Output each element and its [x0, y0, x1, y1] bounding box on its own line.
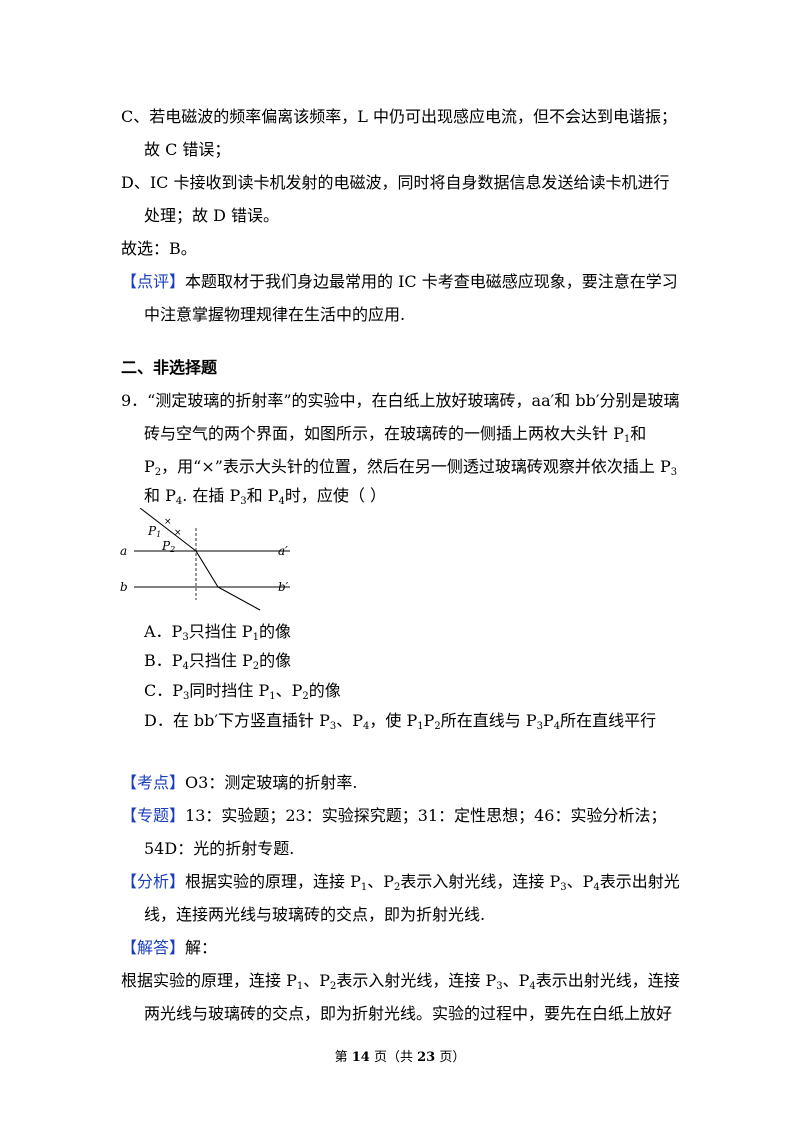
comment-text1: 本题取材于我们身边最常用的 IC 卡考查电磁感应现象，要注意在学习: [185, 272, 678, 291]
comment-line2: 中注意掌握物理规律在生活中的应用.: [144, 305, 406, 324]
q9-l3b: ，用“×”表示大头针的位置，然后在另一侧透过玻璃砖观察并依次插上 P: [161, 457, 671, 476]
label-b: b: [120, 580, 128, 594]
refraction-diagram: × × P1 P2 a a′ b b′: [120, 508, 290, 611]
q9-line1: 9．“测定玻璃的折射率”的实验中，在白纸上放好玻璃砖，aa′和 bb′分别是玻璃: [121, 391, 680, 410]
q9-line2: 砖与空气的两个界面，如图所示，在玻璃砖的一侧插上两枚大头针 P1和: [144, 424, 647, 445]
fenxi-line1: 【分析】根据实验的原理，连接 P1、P2表示入射光线，连接 P3、P4表示出射光: [121, 872, 680, 893]
jieda-line: 【解答】解：: [121, 938, 217, 958]
option-a: A．P3只挡住 P1的像: [144, 622, 291, 643]
q9-l4d: 时，应使（ ）: [284, 486, 386, 505]
kaodian-text: O3：测定玻璃的折射率.: [185, 773, 358, 792]
sub: 1: [623, 434, 631, 445]
answer-line1: 根据实验的原理，连接 P1、P2表示入射光线，连接 P3、P4表示出射光线，连接: [121, 971, 680, 992]
q9-l2a: 砖与空气的两个界面，如图所示，在玻璃砖的一侧插上两枚大头针 P: [144, 424, 624, 443]
label-a-prime: a′: [278, 544, 288, 558]
section-title: 二、非选择题: [121, 358, 218, 377]
pin-p1-mark: ×: [164, 517, 172, 527]
fenxi-tag: 【分析】: [121, 872, 186, 891]
label-b-prime: b′: [278, 580, 289, 594]
comment-tag: 【点评】: [121, 272, 186, 291]
label-a: a: [120, 544, 127, 558]
answer-line2: 两光线与玻璃砖的交点，即为折射光线。实验的过程中，要先在白纸上放好: [144, 1004, 673, 1023]
option-d-line2: 处理；故 D 错误。: [144, 206, 280, 225]
jieda-text: 解：: [185, 938, 218, 957]
zhuanti-tag: 【专题】: [121, 806, 186, 825]
refracted-ray: [195, 550, 219, 588]
q9-l3a: P: [144, 457, 155, 476]
q9-l2b: 和: [630, 424, 647, 443]
sub: 4: [175, 496, 183, 507]
zhuanti-line2: 54D：光的折射专题.: [144, 839, 295, 858]
page-number: 14: [351, 1050, 370, 1065]
q9-line4: 和 P4. 在插 P3和 P4时，应使（ ）: [144, 486, 386, 507]
fenxi-line2: 线，连接两光线与玻璃砖的交点，即为折射光线.: [144, 905, 486, 924]
label-p1: P1: [147, 524, 161, 539]
sub: 3: [240, 496, 247, 507]
q9-l4a: 和 P: [144, 486, 176, 505]
q9-l4b: . 在插 P: [182, 486, 241, 505]
jieda-tag: 【解答】: [121, 938, 186, 957]
option-c: C．P3同时挡住 P1、P2的像: [144, 681, 341, 702]
q9-l4c: 和 P: [246, 486, 279, 505]
option-c-line2: 故 C 错误；: [144, 140, 231, 159]
pin-p2-mark: ×: [174, 528, 182, 538]
sub: 3: [670, 467, 678, 478]
total-pages: 23: [417, 1050, 436, 1065]
q9-line3: P2，用“×”表示大头针的位置，然后在另一侧透过玻璃砖观察并依次插上 P3: [144, 457, 678, 478]
zhuanti-text1: 13：实验题；23：实验探究题；31：定性思想；46：实验分析法；: [185, 806, 667, 825]
option-c-line1: C、若电磁波的频率偏离该频率，L 中仍可出现感应电流，但不会达到电谐振；: [121, 107, 677, 126]
emergent-ray: [217, 586, 261, 611]
page-footer: 第 14 页（共 23 页）: [334, 1050, 466, 1065]
option-d-line1: D、IC 卡接收到读卡机发射的电磁波，同时将自身数据信息发送给读卡机进行: [121, 173, 670, 192]
label-p2: P2: [161, 539, 175, 554]
answer-choice: 故选：B。: [121, 239, 197, 258]
option-d: D．在 bb′下方竖直插针 P3、P4，使 P1P2所在直线与 P3P4所在直线…: [144, 711, 657, 732]
sub: 4: [278, 496, 285, 507]
sub: 2: [154, 467, 162, 478]
incident-ray: [139, 508, 197, 552]
option-b: B．P4只挡住 P2的像: [144, 651, 292, 672]
zhuanti-line1: 【专题】13：实验题；23：实验探究题；31：定性思想；46：实验分析法；: [121, 806, 666, 826]
kaodian-tag: 【考点】: [121, 773, 186, 792]
kaodian-line: 【考点】O3：测定玻璃的折射率.: [121, 773, 357, 793]
comment-line1: 【点评】本题取材于我们身边最常用的 IC 卡考查电磁感应现象，要注意在学习: [121, 272, 678, 292]
